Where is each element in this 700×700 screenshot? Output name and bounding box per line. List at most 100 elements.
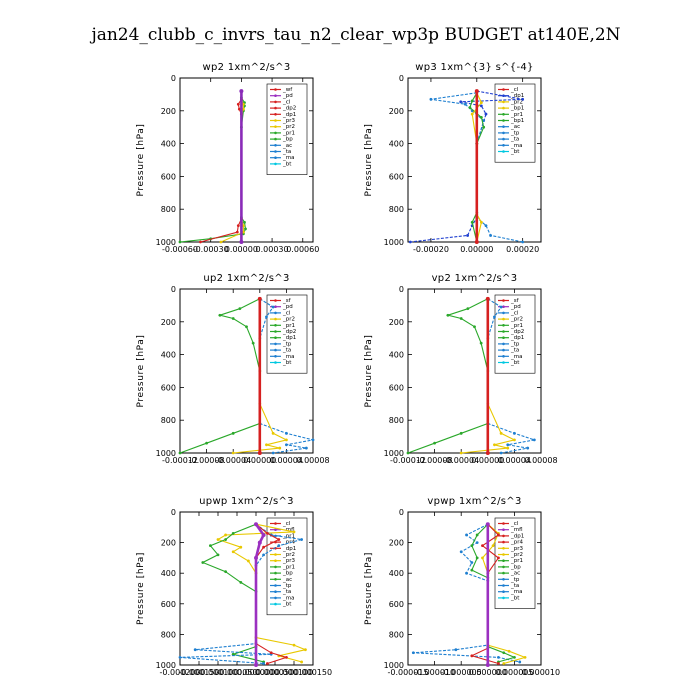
series-line-pr1 — [201, 523, 264, 663]
x-tick-label: -0.00060 — [162, 245, 198, 254]
series-point-bt — [254, 663, 258, 667]
series-point-pr4 — [497, 662, 500, 665]
legend-entry: _dp1 — [282, 546, 296, 552]
legend-marker — [502, 342, 505, 346]
series-point-bt — [257, 296, 262, 301]
series-point-pr1 — [224, 538, 228, 541]
legend-marker — [502, 540, 505, 544]
series-point-pr1 — [513, 655, 516, 659]
panel-title: wp3 1xm^{3} s^{-4} — [415, 62, 533, 73]
legend-marker — [502, 596, 505, 600]
x-tick-label: 0.000000 — [469, 668, 507, 677]
legend-marker — [274, 113, 277, 116]
series-point-dp1 — [484, 112, 488, 116]
y-axis-label: Pressure [hPa] — [136, 124, 146, 197]
y-tick-label: 800 — [161, 630, 176, 639]
series-point-dp2 — [205, 441, 209, 445]
legend-entry: _dp2 — [282, 106, 296, 112]
legend-marker — [502, 571, 505, 575]
legend-entry: _pr2 — [510, 552, 523, 558]
series-point-pr1 — [493, 443, 496, 447]
legend-marker — [502, 522, 505, 525]
x-tick-label: 0.00008 — [296, 456, 329, 465]
legend-marker — [274, 150, 277, 153]
series-point-pr1 — [468, 106, 472, 109]
legend-entry: _ma — [510, 143, 522, 149]
y-tick-label: 200 — [161, 318, 176, 327]
series-point-dp2 — [245, 325, 248, 329]
legend-entry: _bp1 — [510, 106, 524, 112]
y-tick-label: 0 — [399, 508, 404, 517]
series-point-pr2 — [479, 101, 483, 104]
series-point-pr2 — [224, 533, 228, 537]
x-tick-label: 0.000050 — [256, 668, 294, 677]
series-point-pr4 — [285, 655, 288, 659]
series-point-pr1 — [475, 556, 479, 560]
legend-marker — [274, 156, 277, 159]
series-point-dp1 — [237, 107, 241, 111]
legend-entry: _tp — [282, 583, 292, 589]
x-tick-label: -0.000200 — [159, 668, 200, 677]
legend-marker — [502, 547, 505, 550]
x-tick-label: -0.00004 — [443, 456, 479, 465]
panel-title: upwp 1xm^2/s^3 — [199, 496, 294, 507]
y-tick-label: 800 — [389, 416, 404, 425]
series-line-tp — [430, 92, 523, 243]
y-tick-label: 400 — [389, 140, 404, 149]
series-point-dp2 — [231, 317, 235, 320]
panel-title: wp2 1xm^2/s^3 — [202, 62, 290, 73]
panel-title: vp2 1xm^2/s^3 — [432, 273, 518, 284]
series-point-bt — [485, 663, 490, 667]
series-point-pr1 — [502, 651, 506, 655]
series-point-dp2 — [473, 325, 476, 329]
y-tick-label: 600 — [161, 172, 176, 181]
y-tick-label: 1000 — [156, 238, 176, 247]
series-point-pr2 — [242, 224, 245, 228]
legend-entry: _ma — [510, 589, 522, 595]
legend-marker — [274, 106, 277, 110]
series-point-dp1 — [236, 102, 240, 106]
legend-entry: _dp1 — [510, 335, 524, 341]
series-point-pr1 — [470, 99, 474, 103]
legend-entry: _ac — [510, 124, 520, 130]
y-tick-label: 0 — [171, 74, 176, 83]
series-point-pr4 — [481, 544, 484, 548]
x-tick-label: -0.000150 — [178, 668, 219, 677]
series-point-tp — [484, 224, 488, 228]
panel-1: wp2 1xm^2/s^3 0 200 400 600 800 1000-0.00060-0… — [136, 62, 319, 254]
series-point-dp2 — [459, 431, 463, 435]
series-point-dp2 — [218, 313, 222, 317]
legend-marker — [274, 324, 277, 327]
legend-marker — [502, 355, 505, 358]
plot-frame — [179, 511, 314, 666]
x-tick-label: 0.00004 — [270, 456, 303, 465]
legend-entry: _cl — [282, 521, 291, 527]
series-point-dp2 — [231, 431, 235, 435]
legend-marker — [274, 361, 277, 364]
legend-entry: _pr2 — [282, 552, 295, 558]
legend-marker — [274, 578, 277, 581]
legend-entry: _bt — [510, 360, 520, 366]
series-point-pr1 — [459, 451, 463, 455]
series-point-dp1 — [235, 230, 239, 234]
legend-box — [266, 83, 308, 175]
legend-entry: _ma — [282, 155, 294, 161]
y-tick-label: 200 — [161, 107, 176, 116]
legend-entry: _cl — [510, 521, 519, 527]
legend-entry: _ma — [510, 354, 522, 360]
legend-marker — [502, 125, 505, 128]
figure-title: jan24_clubb_c_invrs_tau_n2_clear_wp3p BU… — [89, 25, 620, 45]
series-point-tp — [518, 660, 522, 664]
legend-marker — [502, 106, 505, 110]
series-point-bt — [254, 522, 258, 527]
series-point-pr2 — [219, 240, 223, 244]
legend-entry: _bp — [510, 564, 521, 570]
legend-marker — [502, 324, 505, 327]
legend-marker — [274, 528, 277, 531]
legend-marker — [274, 336, 277, 340]
y-tick-label: 200 — [389, 318, 404, 327]
x-tick-label: -0.00012 — [162, 456, 198, 465]
series-point-bt — [485, 296, 490, 301]
series-point-dp1 — [236, 224, 240, 228]
